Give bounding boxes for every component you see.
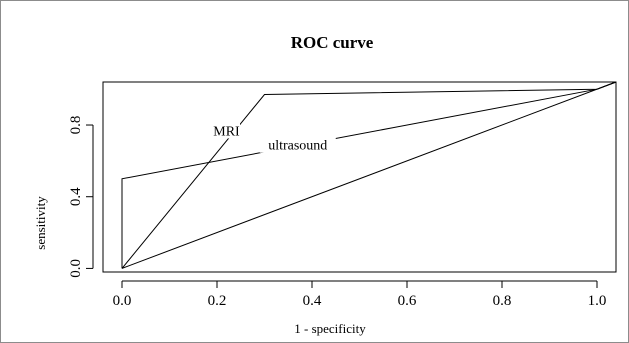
x-tick-label: 0.6	[398, 293, 417, 309]
y-tick-label: 0.8	[68, 116, 84, 135]
x-tick-label: 1.0	[588, 293, 607, 309]
y-tick-label: 0.0	[68, 259, 84, 278]
x-tick-label: 0.8	[493, 293, 512, 309]
x-tick-label: 0.0	[113, 293, 132, 309]
x-tick-label: 0.2	[208, 293, 227, 309]
chart-title: ROC curve	[291, 33, 374, 52]
diagonal-reference-line	[121, 81, 617, 269]
x-axis-label: 1 - specificity	[294, 321, 366, 336]
label-background	[213, 121, 240, 139]
label-background	[259, 135, 336, 153]
y-tick-label: 0.4	[68, 187, 84, 206]
plot-area	[102, 81, 617, 273]
y-axis-label: sensitivity	[33, 196, 48, 250]
ultrasound-curve-label: ultrasound	[268, 139, 327, 154]
x-tick-label: 0.4	[303, 293, 322, 309]
mri-curve-label: MRI	[213, 124, 240, 139]
